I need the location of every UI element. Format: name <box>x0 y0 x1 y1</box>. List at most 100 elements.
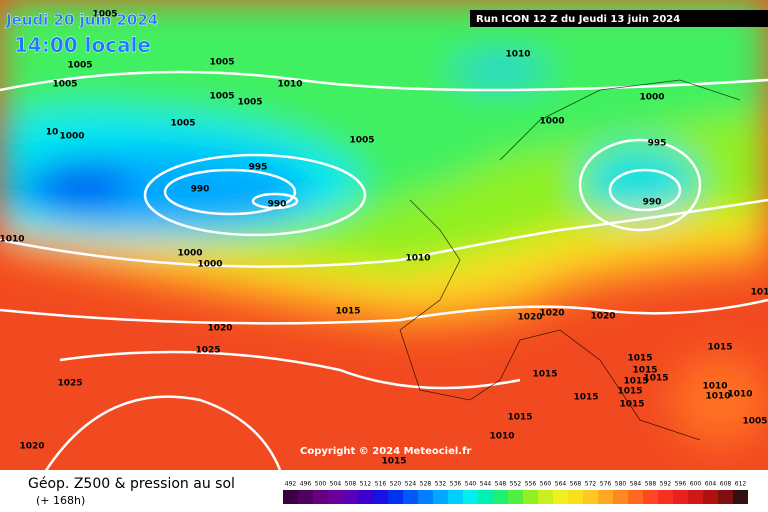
legend-swatch <box>448 490 463 504</box>
legend-label: 596 <box>675 481 687 488</box>
legend-label: 528 <box>420 481 432 488</box>
legend-label: 516 <box>375 481 387 488</box>
legend-label: 532 <box>435 481 447 488</box>
legend-swatch <box>703 490 718 504</box>
coastlines <box>399 79 741 441</box>
isobar-label: 1000 <box>539 117 564 127</box>
isobar-label: 1005 <box>209 58 234 68</box>
legend-swatch <box>583 490 598 504</box>
legend-label: 548 <box>495 481 507 488</box>
legend-swatch <box>328 490 343 504</box>
legend-label: 612 <box>735 481 747 488</box>
legend-label: 560 <box>540 481 552 488</box>
isobar-label: 1020 <box>539 309 564 319</box>
isobar-label: 1005 <box>52 80 77 90</box>
isobar-label: 1005 <box>92 10 117 20</box>
isobar-label: 1020 <box>19 442 44 452</box>
isobar-label: 1010 <box>0 235 25 245</box>
legend-swatch <box>733 490 748 504</box>
isobar-label: 1015 <box>617 387 642 397</box>
legend-label: 536 <box>450 481 462 488</box>
isobar-label: 1000 <box>197 260 222 270</box>
legend-swatch <box>283 490 298 504</box>
legend-swatch <box>373 490 388 504</box>
legend-label: 584 <box>630 481 642 488</box>
legend-swatch <box>538 490 553 504</box>
legend-label: 592 <box>660 481 672 488</box>
isobar-label: 1005 <box>209 92 234 102</box>
valid-date: Jeudi 20 juin 2024 <box>5 11 158 29</box>
legend-swatch <box>598 490 613 504</box>
legend-label: 524 <box>405 481 417 488</box>
legend-swatch <box>523 490 538 504</box>
legend-swatch <box>658 490 673 504</box>
legend-swatch <box>463 490 478 504</box>
isobar-label: 1010 <box>702 382 727 392</box>
legend-swatch <box>298 490 313 504</box>
colorbar: 492 496 500 504 508 512 516 520 524 528 532 536 540 5… <box>283 481 748 504</box>
isobar-label: 1005 <box>349 136 374 146</box>
legend-label: 572 <box>585 481 597 488</box>
isobar-label: 1005 <box>237 98 262 108</box>
isobar-label: 1010 <box>705 392 730 402</box>
legend-swatch <box>568 490 583 504</box>
legend-label: 556 <box>525 481 537 488</box>
isobar-label: 1015 <box>627 354 652 364</box>
isobar-label: 990 <box>643 198 662 208</box>
isobar-label: 1020 <box>590 312 615 322</box>
isobar-label: 1010 <box>405 254 430 264</box>
isobar-label: 1010 <box>277 80 302 90</box>
isobar-label: 990 <box>191 185 210 195</box>
footer-lead: (+ 168h) <box>36 494 85 507</box>
legend-swatch <box>643 490 658 504</box>
run-box <box>470 10 768 27</box>
legend-swatch <box>493 490 508 504</box>
legend-label: 552 <box>510 481 522 488</box>
legend-swatch <box>613 490 628 504</box>
isobar-label: 1000 <box>639 93 664 103</box>
isobar-label: 10 <box>46 128 59 138</box>
isobar-label: 1000 <box>177 249 202 259</box>
legend-swatch <box>418 490 433 504</box>
isobar-label: 1015 <box>643 374 668 384</box>
legend-swatch <box>553 490 568 504</box>
isobar-label: 1025 <box>57 379 82 389</box>
run-info: Run ICON 12 Z du Jeudi 13 juin 2024 <box>476 14 680 25</box>
legend-label: 568 <box>570 481 582 488</box>
legend-swatch <box>358 490 373 504</box>
legend-swatch <box>388 490 403 504</box>
isobars <box>0 70 768 481</box>
isobar-label: 1015 <box>335 307 360 317</box>
legend-label: 540 <box>465 481 477 488</box>
legend-swatch <box>688 490 703 504</box>
z500-field <box>0 0 768 470</box>
isobar-label: 1015 <box>573 393 598 403</box>
isobar-label: 1015 <box>507 413 532 423</box>
isobar-label: 1005 <box>742 417 767 427</box>
legend-label: 520 <box>390 481 402 488</box>
legend-swatch <box>628 490 643 504</box>
isobar-label: 990 <box>268 200 287 210</box>
legend-label: 604 <box>705 481 717 488</box>
legend-label: 496 <box>300 481 312 488</box>
isobar-labels: 1005100510051005100510051010101010001000… <box>0 10 768 467</box>
isobar-label: 1020 <box>517 313 542 323</box>
isobar-label: 995 <box>648 139 667 149</box>
isobar-label: 1015 <box>381 457 406 467</box>
legend-label: 564 <box>555 481 567 488</box>
legend-label: 580 <box>615 481 627 488</box>
isobar-label: 1010 <box>727 390 752 400</box>
legend-swatch <box>478 490 493 504</box>
legend-label: 492 <box>285 481 297 488</box>
legend-swatch <box>313 490 328 504</box>
legend-swatch <box>343 490 358 504</box>
legend-swatch <box>508 490 523 504</box>
isobar-label: 1020 <box>207 324 232 334</box>
isobar-label: 1015 <box>532 370 557 380</box>
legend-swatch <box>718 490 733 504</box>
legend-label: 508 <box>345 481 357 488</box>
isobar-label: 1025 <box>195 346 220 356</box>
isobar-label: 1015 <box>623 377 648 387</box>
legend-label: 608 <box>720 481 732 488</box>
